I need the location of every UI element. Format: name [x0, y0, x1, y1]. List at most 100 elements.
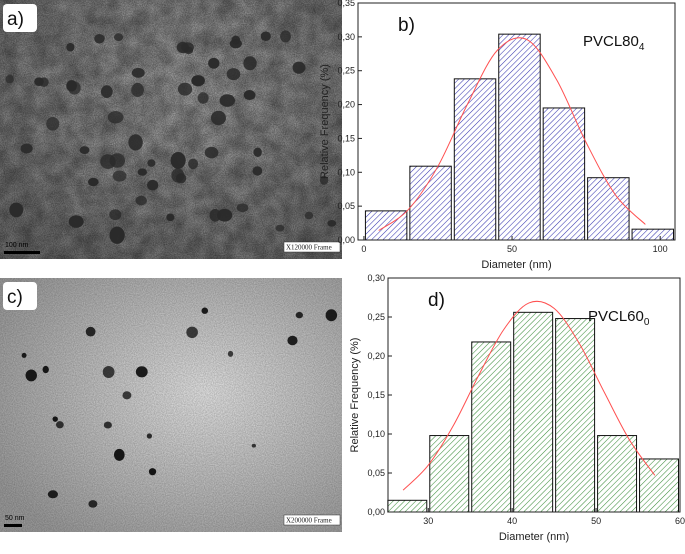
- particle: [147, 179, 159, 191]
- particle: [112, 170, 127, 182]
- particle: [304, 211, 314, 220]
- particle: [102, 366, 115, 378]
- panel-label-box: [3, 4, 37, 32]
- bar: [453, 78, 497, 241]
- bar: [587, 177, 630, 241]
- x-tick-label: 100: [653, 244, 668, 254]
- particle: [319, 175, 329, 185]
- scale-bar: [4, 524, 22, 527]
- particle: [327, 219, 337, 227]
- particle: [177, 82, 193, 96]
- particle: [191, 75, 205, 87]
- sample-subscript: 0: [644, 317, 650, 328]
- particle: [275, 224, 285, 232]
- particle: [55, 421, 64, 429]
- particle: [236, 203, 249, 213]
- bar: [597, 435, 638, 513]
- particle: [170, 151, 186, 169]
- magnification: X120000 Frame: [286, 244, 332, 252]
- particle: [94, 34, 105, 44]
- particle: [280, 30, 291, 43]
- bar: [429, 435, 470, 513]
- y-tick-label: 0,35: [337, 0, 355, 8]
- particle: [252, 166, 263, 176]
- particle: [107, 111, 124, 124]
- particle: [287, 335, 298, 346]
- particle: [128, 134, 143, 151]
- particle: [68, 215, 84, 228]
- particle: [68, 81, 81, 95]
- sample-name: PVCL60: [588, 308, 644, 325]
- particle: [85, 326, 96, 337]
- magnification: X200000 Frame: [286, 517, 332, 525]
- fit-curve: [378, 37, 646, 231]
- particle: [131, 82, 144, 97]
- particle: [188, 158, 199, 170]
- x-axis-label: Diameter (nm): [481, 259, 551, 271]
- bar: [542, 107, 586, 241]
- bar: [387, 499, 428, 513]
- particle: [146, 433, 152, 439]
- x-tick-label: 40: [507, 516, 517, 526]
- particle: [135, 195, 147, 206]
- particle: [109, 226, 125, 244]
- particle: [147, 159, 156, 167]
- particle: [135, 366, 148, 378]
- particle: [226, 68, 241, 81]
- particle: [109, 153, 126, 168]
- bar: [364, 210, 408, 241]
- particle: [66, 42, 75, 52]
- particle: [166, 213, 175, 222]
- y-tick-label: 0,30: [367, 273, 385, 283]
- particle: [253, 147, 262, 157]
- particle: [295, 311, 303, 319]
- particle: [137, 168, 148, 176]
- chart: 0,00 0,05 0,10 0,15 0,20 0,25 0,30 0,35 0 50 100 Di…: [319, 0, 676, 271]
- particle: [186, 326, 198, 338]
- sample-subscript: 4: [639, 42, 645, 53]
- y-axis-label: Relative Frequency (%): [349, 338, 361, 453]
- particle: [260, 31, 271, 42]
- particle: [243, 56, 257, 71]
- particle: [243, 90, 256, 101]
- particle: [46, 116, 60, 131]
- particle: [47, 490, 58, 499]
- particle: [20, 143, 33, 154]
- particle: [148, 468, 157, 476]
- particle: [131, 67, 145, 78]
- y-tick-label: 0,05: [367, 468, 385, 478]
- sample-label: PVCL804: [583, 33, 645, 53]
- bar: [513, 311, 554, 513]
- fit-curve: [402, 300, 656, 491]
- particle: [229, 38, 242, 49]
- particle: [34, 77, 44, 87]
- y-tick-label: 0,20: [337, 100, 355, 110]
- image-texture: [0, 278, 342, 532]
- particle: [251, 443, 256, 448]
- x-tick-label: 50: [591, 516, 601, 526]
- magnification-box: [283, 241, 341, 253]
- particle: [210, 110, 226, 126]
- particle: [217, 208, 233, 222]
- panel-label: d): [428, 290, 445, 311]
- chart: 0,00 0,05 0,10 0,15 0,20 0,25 0,30 30 40 50 60 Diam…: [349, 273, 685, 543]
- particle: [109, 209, 122, 221]
- y-tick-label: 0,30: [337, 32, 355, 42]
- bar: [471, 341, 512, 513]
- y-tick-label: 0,00: [337, 235, 355, 245]
- x-tick-label: 30: [423, 516, 433, 526]
- particle: [201, 307, 209, 314]
- y-tick-label: 0,20: [367, 351, 385, 361]
- particle: [103, 421, 112, 429]
- particle: [21, 352, 27, 358]
- y-tick-label: 0,00: [367, 507, 385, 517]
- particle: [197, 92, 209, 104]
- tem-image: c) 50 nm X200000 Frame: [0, 278, 342, 532]
- y-tick-label: 0,10: [337, 167, 355, 177]
- y-tick-label: 0,15: [367, 390, 385, 400]
- y-tick-label: 0,10: [367, 429, 385, 439]
- particle: [227, 350, 234, 357]
- particle: [100, 85, 113, 98]
- bar: [639, 458, 679, 513]
